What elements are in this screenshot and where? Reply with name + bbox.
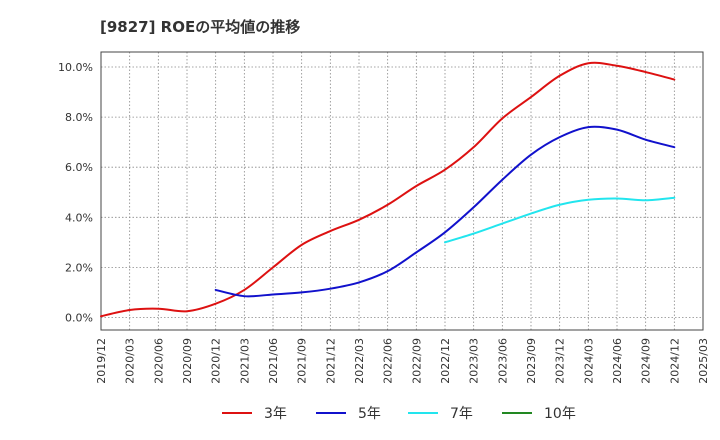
- y-tick-label: 10.0%: [58, 61, 93, 74]
- y-tick-label: 2.0%: [65, 261, 93, 274]
- y-tick-label: 6.0%: [65, 161, 93, 174]
- x-tick-label: 2022/03: [353, 338, 366, 384]
- x-tick-label: 2020/09: [181, 338, 194, 384]
- y-tick-label: 0.0%: [65, 311, 93, 324]
- x-tick-label: 2022/12: [439, 338, 452, 384]
- x-tick-label: 2025/03: [697, 338, 710, 384]
- x-tick-label: 2024/09: [640, 338, 653, 384]
- series-line-1: [100, 61, 676, 318]
- x-tick-label: 2021/03: [238, 338, 251, 384]
- x-tick-label: 2020/03: [124, 338, 137, 384]
- x-tick-label: 2024/06: [611, 338, 624, 384]
- x-tick-label: 2020/06: [152, 338, 165, 384]
- x-tick-label: 2019/12: [95, 338, 108, 384]
- x-tick-label: 2024/03: [582, 338, 595, 384]
- legend-label-1: 3年: [264, 406, 287, 422]
- y-tick-label: 8.0%: [65, 111, 93, 124]
- y-tick-label: 4.0%: [65, 211, 93, 224]
- plot-border: [100, 51, 704, 331]
- series-line-3: [444, 196, 676, 244]
- plot-area: [101, 52, 703, 330]
- x-tick-label: 2021/12: [324, 338, 337, 384]
- x-tick-label: 2021/09: [296, 338, 309, 384]
- x-tick-label: 2022/06: [382, 338, 395, 384]
- x-tick-label: 2023/06: [496, 338, 509, 384]
- legend-label-3: 7年: [450, 406, 473, 422]
- x-tick-label: 2023/09: [525, 338, 538, 384]
- legend-label-2: 5年: [358, 406, 381, 422]
- legend-label-4: 10年: [544, 406, 576, 422]
- x-tick-label: 2022/09: [410, 338, 423, 384]
- x-tick-label: 2021/06: [267, 338, 280, 384]
- x-tick-label: 2023/03: [468, 338, 481, 384]
- series-line-2: [214, 125, 676, 298]
- chart-title: [9827] ROEの平均値の推移: [100, 18, 301, 36]
- x-tick-label: 2023/12: [554, 338, 567, 384]
- x-tick-label: 2024/12: [668, 338, 681, 384]
- x-tick-label: 2020/12: [210, 338, 223, 384]
